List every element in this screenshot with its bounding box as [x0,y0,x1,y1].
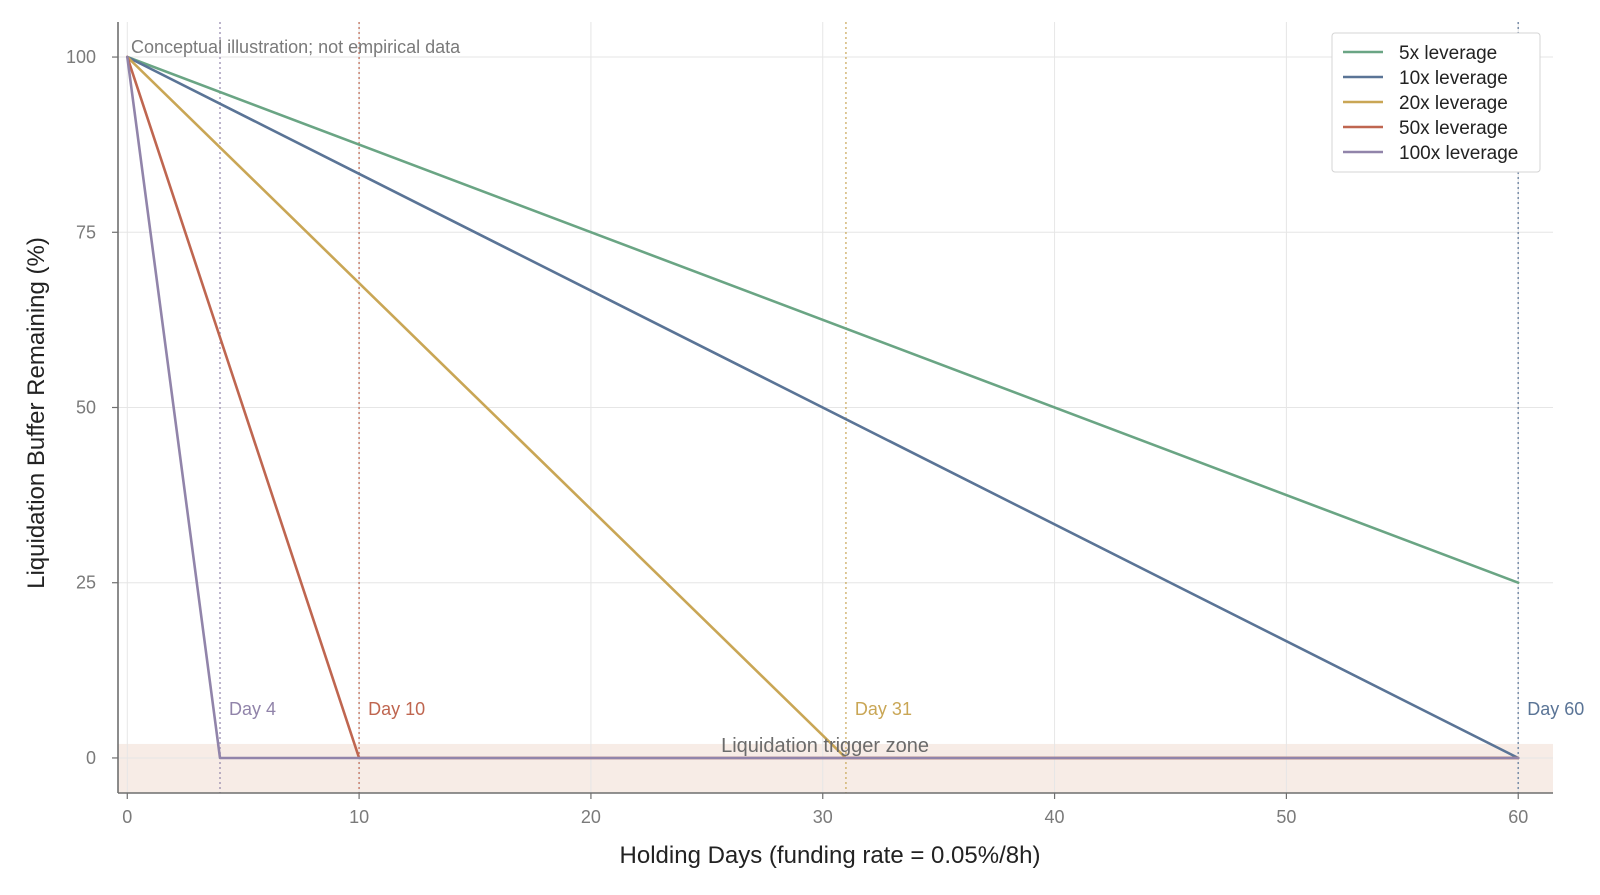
y-tick-label: 75 [76,222,96,242]
trigger-zone-label: Liquidation trigger zone [721,735,929,757]
y-tick-label: 100 [66,47,96,67]
x-axis-title: Holding Days (funding rate = 0.05%/8h) [620,842,1041,869]
liquidation-marker-label: Day 60 [1527,699,1584,719]
y-tick-label: 0 [86,748,96,768]
marker-line-layer [219,22,1520,793]
legend-label: 20x leverage [1399,93,1508,114]
liquidation-marker-label: Day 31 [855,699,912,719]
x-tick-label: 30 [813,807,833,827]
legend-label: 5x leverage [1399,43,1497,64]
y-tick-label: 25 [76,573,96,593]
series-line [126,55,1520,760]
legend-label: 100x leverage [1399,143,1518,164]
marker-label-layer: Day 4 Day 10 Day 31 Day 60 [229,699,1584,719]
y-tick-label: 50 [76,398,96,418]
tick-label-layer: 0 10 20 30 40 50 60 0 25 50 75 100 [66,47,1528,827]
x-tick-label: 60 [1508,807,1528,827]
axes-layer [112,22,1553,799]
x-tick-label: 40 [1045,807,1065,827]
x-tick-label: 50 [1276,807,1296,827]
legend: 5x leverage 10x leverage 20x leverage 50x l… [1331,32,1541,173]
x-tick-label: 10 [349,807,369,827]
legend-label: 50x leverage [1399,118,1508,139]
legend-label: 10x leverage [1399,68,1508,89]
annotation-layer: Conceptual illustration; not empirical d… [23,37,1040,869]
liquidation-marker-label: Day 4 [229,699,276,719]
y-axis-title: Liquidation Buffer Remaining (%) [23,237,50,589]
series-line [126,55,1520,585]
legend-box [1331,32,1541,173]
series-line [126,55,1520,760]
x-tick-label: 20 [581,807,601,827]
liquidation-marker-label: Day 10 [368,699,425,719]
x-tick-label: 0 [122,807,132,827]
series-layer [126,55,1520,760]
annotation-note: Conceptual illustration; not empirical d… [131,37,461,57]
